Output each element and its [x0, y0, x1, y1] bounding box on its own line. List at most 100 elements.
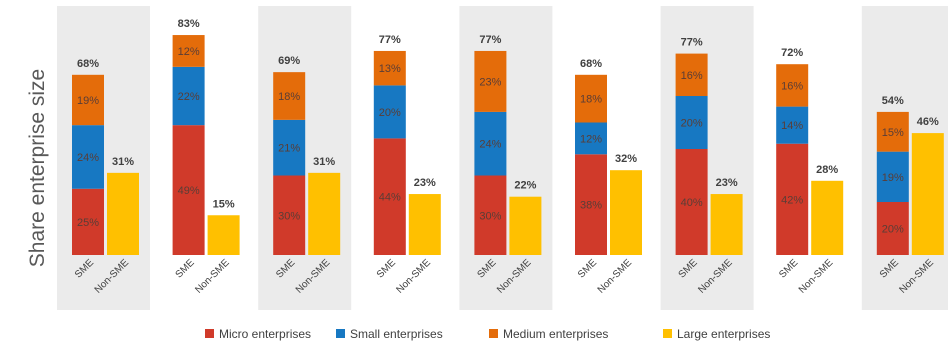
total-label: 77%: [379, 34, 401, 46]
segment-label: 25%: [77, 217, 99, 229]
bar-segment: [373, 138, 406, 255]
x-tick-label: Non-SME: [193, 257, 232, 296]
segment-label: 22%: [178, 91, 200, 103]
bar-segment: [474, 111, 507, 176]
segment-label: 30%: [479, 210, 501, 222]
total-label: 68%: [77, 58, 99, 70]
bar-segment: [575, 154, 607, 255]
y-axis-label: Share enterprise size: [26, 69, 49, 267]
legend-label: Medium enterprises: [503, 327, 608, 341]
bar-segment: [273, 72, 306, 120]
total-label: 46%: [917, 116, 939, 128]
total-label: 69%: [278, 55, 300, 67]
x-tick-label: Non-SME: [596, 257, 635, 296]
segment-label: 24%: [77, 152, 99, 164]
segment-label: 24%: [479, 139, 501, 151]
legend: Micro enterprises Small enterprises Medium…: [205, 327, 770, 341]
bar-segment: [776, 106, 809, 144]
segment-label: 15%: [882, 127, 904, 139]
segment-label: 20%: [882, 224, 904, 236]
x-tick-label: Non-SME: [797, 257, 836, 296]
bar-segment: [776, 143, 809, 255]
bar-segment: [72, 74, 104, 126]
bar-segment: [710, 194, 743, 255]
legend-label: Micro enterprises: [219, 327, 311, 341]
bar-segment: [373, 50, 406, 86]
bar-segment: [610, 170, 642, 255]
segment-label: 16%: [781, 80, 803, 92]
total-label: 54%: [882, 95, 904, 107]
legend-swatch: [663, 329, 672, 338]
bar-segment: [474, 50, 507, 112]
bar-segment: [575, 74, 607, 123]
bar-segment: [675, 53, 708, 96]
bar-segment: [811, 180, 844, 255]
segment-label: 30%: [278, 210, 300, 222]
total-label: 72%: [781, 47, 803, 59]
legend-swatch: [489, 329, 498, 338]
bar-segment: [876, 202, 909, 255]
bar-segment: [911, 133, 944, 255]
total-label: 83%: [178, 18, 200, 30]
x-tick-label: SME: [174, 257, 197, 280]
bar-segment: [408, 194, 441, 255]
bar-segment: [207, 215, 240, 255]
bar-segment: [876, 111, 909, 152]
total-label: 15%: [213, 198, 235, 210]
total-label: 23%: [414, 177, 436, 189]
bar-segment: [876, 151, 909, 202]
segment-label: 12%: [580, 133, 602, 145]
segment-label: 18%: [278, 91, 300, 103]
bar-segment: [575, 122, 607, 155]
segment-label: 20%: [379, 107, 401, 119]
segment-label: 18%: [580, 94, 602, 106]
segment-label: 49%: [178, 185, 200, 197]
total-label: 31%: [313, 156, 335, 168]
total-label: 22%: [514, 180, 536, 192]
segment-label: 20%: [681, 118, 703, 130]
segment-label: 23%: [479, 76, 501, 88]
legend-label: Small enterprises: [350, 327, 443, 341]
segment-label: 12%: [178, 46, 200, 58]
segment-label: 44%: [379, 192, 401, 204]
bar-segment: [373, 85, 406, 139]
bar-segment: [172, 125, 205, 256]
x-tick-label: SME: [777, 257, 800, 280]
legend-label: Large enterprises: [677, 327, 770, 341]
legend-swatch: [205, 329, 214, 338]
total-label: 77%: [479, 34, 501, 46]
segment-label: 19%: [77, 95, 99, 107]
bar-segment: [72, 188, 104, 255]
segment-label: 21%: [278, 143, 300, 155]
x-tick-label: Non-SME: [394, 257, 433, 296]
bar-segment: [107, 172, 139, 255]
bar-segment: [172, 66, 205, 126]
bar-segment: [72, 125, 104, 189]
segment-label: 13%: [379, 63, 401, 75]
bar-segment: [509, 196, 542, 255]
total-label: 28%: [816, 164, 838, 176]
total-label: 31%: [112, 156, 134, 168]
segment-label: 16%: [681, 70, 703, 82]
x-tick-label: SME: [375, 257, 398, 280]
bar-segment: [675, 96, 708, 149]
total-label: 32%: [615, 153, 637, 165]
bar-segment: [273, 175, 306, 255]
data-labels: 25% 24% 19% 68% 31% 49% 22% 12% 83% 15% 30% 21% 18% 6…: [77, 18, 939, 235]
segment-label: 38%: [580, 200, 602, 212]
bar-segment: [273, 119, 306, 176]
segment-label: 14%: [781, 120, 803, 132]
bar-segment: [308, 172, 341, 255]
segment-label: 40%: [681, 197, 703, 209]
x-tick-label: SME: [576, 257, 599, 280]
legend-swatch: [336, 329, 345, 338]
bar-segment: [474, 175, 507, 255]
bar-segment: [675, 149, 708, 255]
bar-segment: [776, 64, 809, 107]
total-label: 68%: [580, 58, 602, 70]
total-label: 77%: [681, 37, 703, 49]
bar-segment: [172, 35, 205, 67]
bars: [72, 35, 944, 256]
